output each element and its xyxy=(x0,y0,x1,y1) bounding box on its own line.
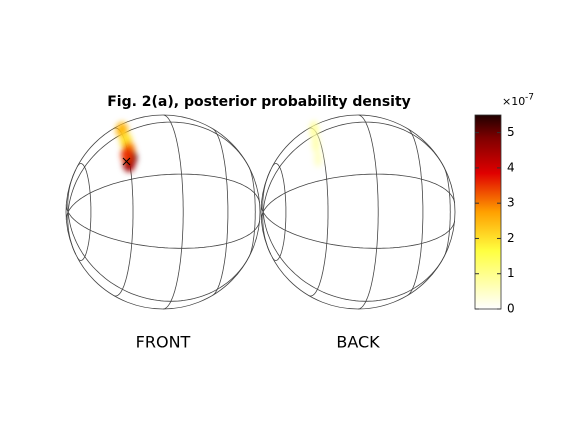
grid-line xyxy=(65,173,260,220)
colorbar-tick-label: 3 xyxy=(507,196,515,210)
panel-label: FRONT xyxy=(136,333,191,352)
density-layer xyxy=(116,121,322,172)
colorbar-exponent: -7 xyxy=(525,93,534,103)
panel-label: BACK xyxy=(336,333,380,352)
grid-line xyxy=(407,128,424,296)
true-location-marker xyxy=(122,157,131,166)
grid-line xyxy=(272,163,287,261)
colorbar-tick-label: 1 xyxy=(507,266,515,280)
grid-line xyxy=(212,128,229,296)
colorbar-tick-label: 4 xyxy=(507,160,515,174)
chart-title: Fig. 2(a), posterior probability density xyxy=(107,94,411,110)
grid-line xyxy=(443,166,451,258)
grid-line xyxy=(260,204,455,249)
grid-line xyxy=(162,114,184,310)
grid-line xyxy=(260,173,455,220)
grid-line xyxy=(77,163,92,261)
density-cell xyxy=(310,121,318,139)
colorbar-exponent-base: ×10 xyxy=(502,95,525,108)
colorbar-tick-label: 0 xyxy=(507,302,515,316)
colorbar-tick-label: 2 xyxy=(507,231,515,245)
grid-line xyxy=(67,121,250,255)
grid-line xyxy=(248,166,256,258)
colorbar-tick-label: 5 xyxy=(507,125,515,139)
density-cell xyxy=(312,135,320,153)
density-cell xyxy=(314,149,322,167)
grid-line xyxy=(65,204,260,249)
globes xyxy=(65,114,456,310)
grid-line xyxy=(357,114,379,310)
colorbar xyxy=(474,114,502,310)
grid-line xyxy=(262,121,445,255)
